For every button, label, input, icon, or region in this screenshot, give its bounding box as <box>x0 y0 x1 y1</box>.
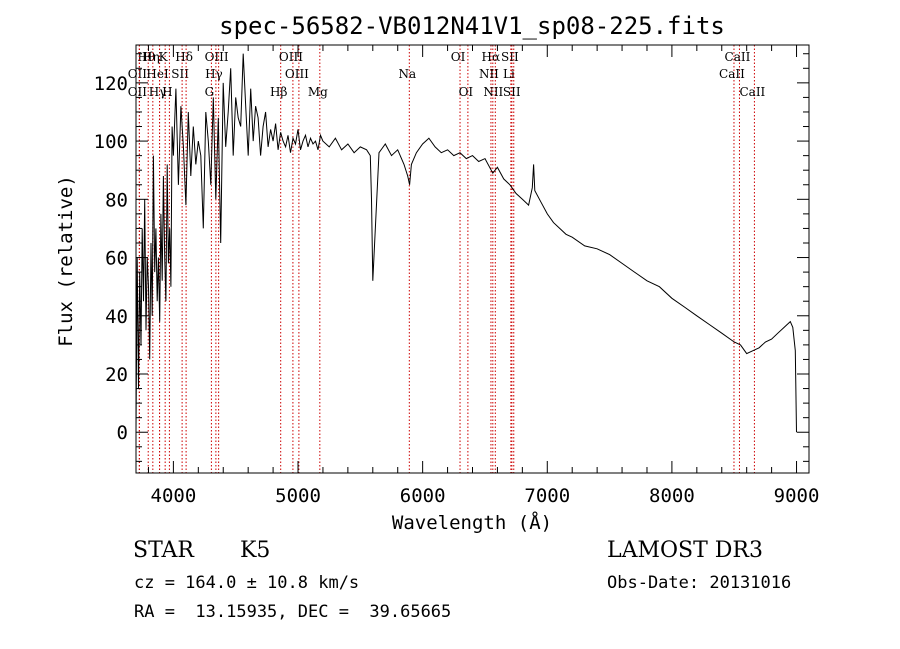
x-tick-label-3: 7000 <box>524 485 570 507</box>
x-tick-label-4: 8000 <box>649 485 695 507</box>
line-marker-label-23: SII <box>501 50 519 64</box>
line-marker-label-3: Hη <box>142 50 160 64</box>
line-marker-label-21: NII <box>479 67 499 81</box>
tick-layer: 4000 5000 6000 7000 8000 9000 0 20 40 60 80 100 120 <box>94 45 820 507</box>
y-tick-label-0: 0 <box>117 422 128 444</box>
line-marker-label-26: CaII <box>725 50 751 64</box>
line-marker-label-18: OI <box>451 50 466 64</box>
survey-name: LAMOST DR3 <box>607 538 763 563</box>
line-marker-label-4: HeI <box>146 67 169 81</box>
line-marker-label-8: H <box>162 85 172 99</box>
y-tick-label-6: 120 <box>94 73 128 95</box>
y-tick-label-1: 20 <box>105 364 128 386</box>
x-tick-label-2: 6000 <box>400 485 446 507</box>
obs-date: Obs-Date: 20131016 <box>607 573 792 593</box>
redshift-readout: cz = 164.0 ± 10.8 km/s <box>134 573 360 593</box>
line-marker-label-9: Hδ <box>175 50 193 64</box>
series-layer <box>135 53 797 433</box>
line-marker-label-10: OIII <box>205 50 229 64</box>
line-marker-label-28: CaII <box>739 85 765 99</box>
x-axis-label: Wavelength (Å) <box>392 511 552 534</box>
line-marker-label-17: Na <box>398 67 416 81</box>
line-marker-label-12: G <box>205 85 215 99</box>
chart-title: spec-56582-VB012N41V1_sp08-225.fits <box>219 12 725 40</box>
line-marker-label-6: K <box>159 50 169 64</box>
object-subclass: K5 <box>240 538 271 563</box>
y-tick-label-3: 60 <box>105 248 128 270</box>
line-marker-label-7: SII <box>171 67 189 81</box>
y-tick-label-2: 40 <box>105 306 128 328</box>
line-marker-label-13: Hβ <box>270 85 287 99</box>
spectrum-series-line <box>135 53 797 433</box>
x-tick-label-1: 5000 <box>275 485 321 507</box>
line-marker-label-22: NII <box>483 85 503 99</box>
object-class: STAR <box>133 538 194 563</box>
x-tick-label-5: 9000 <box>774 485 820 507</box>
line-marker-label-2: OII <box>128 85 148 99</box>
coordinates-readout: RA = 13.15935, DEC = 39.65665 <box>134 602 452 622</box>
line-marker-label-16: Mg <box>308 85 328 99</box>
line-marker-label-25: SII <box>503 85 521 99</box>
y-tick-label-4: 80 <box>105 189 128 211</box>
y-axis-label: Flux (relative) <box>55 175 77 347</box>
line-marker-label-15: OIII <box>285 67 309 81</box>
x-tick-label-0: 4000 <box>151 485 197 507</box>
line-marker-label-27: CaII <box>719 67 745 81</box>
line-marker-label-11: Hγ <box>205 67 223 81</box>
line-marker-label-24: Li <box>503 67 515 81</box>
line-marker-label-1: OII <box>128 67 148 81</box>
line-marker-label-14: OIII <box>279 50 303 64</box>
line-marker-label-19: OI <box>459 85 474 99</box>
y-tick-label-5: 100 <box>94 131 128 153</box>
line-marker-label-5: Hγ <box>149 85 167 99</box>
